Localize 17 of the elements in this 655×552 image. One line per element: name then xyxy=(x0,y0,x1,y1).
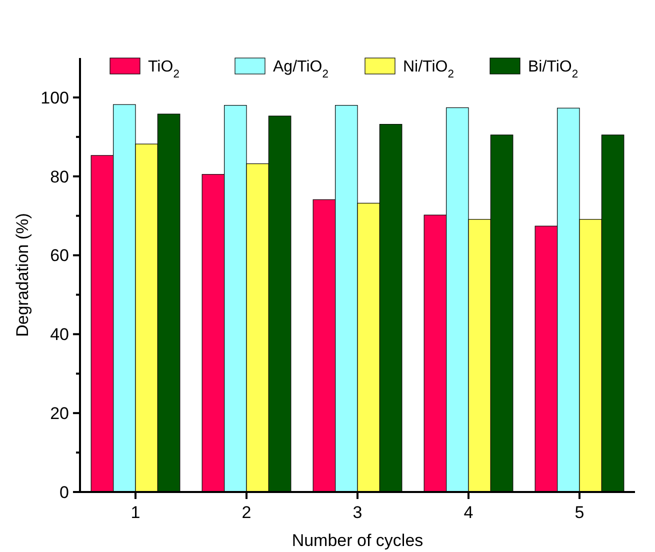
legend-label: Bi/TiO$_{2}$ xyxy=(528,58,578,81)
x-tick-label: 5 xyxy=(574,503,584,522)
x-tick-label: 4 xyxy=(464,503,474,522)
y-tick-label: 60 xyxy=(50,246,69,266)
x-tick-label: 1 xyxy=(130,503,140,522)
legend-label: Ni/TiO$_{2}$ xyxy=(403,58,454,81)
y-axis-title: Degradation (%) xyxy=(13,213,32,337)
legend-label: TiO$_{2}$ xyxy=(148,58,180,81)
y-tick-label: 40 xyxy=(50,325,69,344)
y-tick-label: 20 xyxy=(50,404,69,424)
x-axis-title: Number of cycles xyxy=(292,531,424,550)
y-tick-label: 0 xyxy=(60,482,69,502)
y-tick-label: 80 xyxy=(50,167,69,186)
x-tick-label: 2 xyxy=(242,503,252,522)
x-tick-label: 3 xyxy=(352,503,362,522)
y-tick-label: 100 xyxy=(40,88,69,108)
legend-label: Ag/TiO$_{2}$ xyxy=(273,58,328,81)
